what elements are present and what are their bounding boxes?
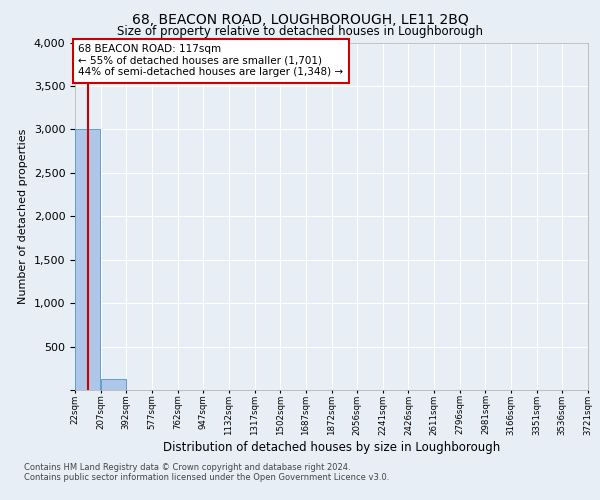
- Text: 68 BEACON ROAD: 117sqm
← 55% of detached houses are smaller (1,701)
44% of semi-: 68 BEACON ROAD: 117sqm ← 55% of detached…: [79, 44, 344, 78]
- Text: Contains public sector information licensed under the Open Government Licence v3: Contains public sector information licen…: [24, 472, 389, 482]
- Bar: [101, 379, 126, 390]
- X-axis label: Distribution of detached houses by size in Loughborough: Distribution of detached houses by size …: [163, 442, 500, 454]
- Text: Contains HM Land Registry data © Crown copyright and database right 2024.: Contains HM Land Registry data © Crown c…: [24, 462, 350, 471]
- Text: 68, BEACON ROAD, LOUGHBOROUGH, LE11 2BQ: 68, BEACON ROAD, LOUGHBOROUGH, LE11 2BQ: [131, 12, 469, 26]
- Bar: [75, 130, 100, 390]
- Text: Size of property relative to detached houses in Loughborough: Size of property relative to detached ho…: [117, 25, 483, 38]
- Y-axis label: Number of detached properties: Number of detached properties: [18, 128, 28, 304]
